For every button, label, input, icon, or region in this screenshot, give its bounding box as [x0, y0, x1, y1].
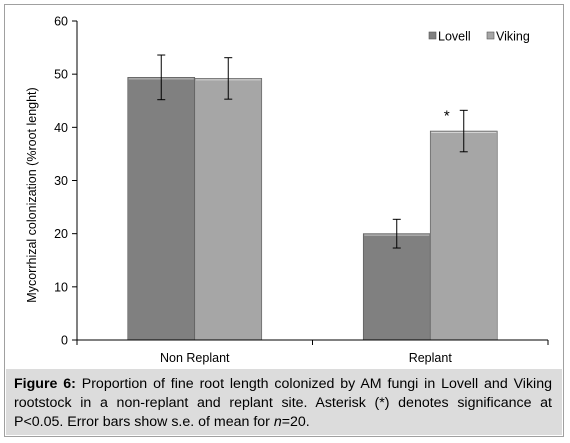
error-bar	[392, 218, 401, 249]
bar-lovell-non-replant	[127, 77, 196, 341]
legend: Lovell Viking	[428, 30, 530, 44]
error-bars	[157, 54, 468, 249]
y-tick-label: 50	[54, 68, 68, 82]
legend-label-lovell: Lovell	[438, 30, 471, 44]
error-bar	[157, 54, 166, 101]
legend-label-viking: Viking	[496, 30, 530, 44]
caption-text: Proportion of fine root length colonized…	[14, 376, 552, 430]
bar-viking-non-replant	[194, 78, 263, 341]
bar-lovell-replant	[362, 233, 431, 341]
significance-asterisk: *	[444, 107, 450, 124]
error-bar	[459, 109, 468, 153]
y-tick-label: 20	[54, 227, 68, 241]
annotations: *	[444, 107, 450, 124]
x-tick-label: Non Replant	[160, 351, 230, 365]
x-tick-label: Replant	[409, 351, 453, 365]
caption-label: Figure 6:	[14, 376, 76, 392]
x-axis-ticks: Non Replant Replant	[76, 340, 549, 365]
caption-background	[6, 369, 562, 435]
y-axis-label: Mycorrhizal colonization (%root lenght)	[25, 87, 39, 302]
y-axis-ticks: 0 10 20 30 40 50 60	[54, 15, 77, 348]
y-tick-label: 40	[54, 121, 68, 135]
bar-chart: 0 10 20 30 40 50 60 * Non Replant Replant Mycor…	[25, 15, 549, 365]
error-bar	[224, 57, 233, 100]
bars	[127, 77, 498, 341]
y-tick-label: 10	[54, 280, 68, 294]
caption-italic: n	[273, 414, 282, 430]
y-tick-label: 30	[54, 174, 68, 188]
legend-swatch-viking	[486, 31, 495, 40]
legend-swatch-lovell	[428, 31, 437, 40]
caption-text-end: =20.	[281, 414, 310, 430]
bar-viking-replant	[429, 130, 498, 341]
y-tick-label: 0	[61, 334, 68, 348]
y-tick-label: 60	[54, 15, 68, 29]
figure-caption: Figure 6: Proportion of fine root length…	[14, 375, 552, 432]
